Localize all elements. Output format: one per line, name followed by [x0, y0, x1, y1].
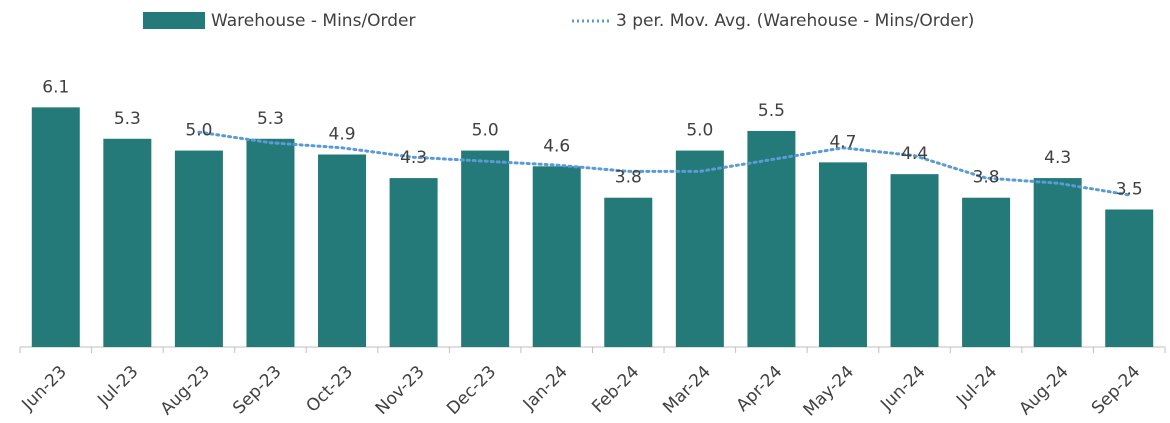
- data-label: 3.5: [1116, 180, 1143, 200]
- bar: [818, 162, 867, 347]
- data-label: 6.1: [42, 77, 69, 97]
- x-tick-label: Nov-23: [372, 362, 429, 419]
- data-label: 5.0: [185, 121, 212, 141]
- data-label: 5.5: [758, 101, 785, 121]
- x-tick-label: Mar-24: [659, 362, 715, 418]
- legend-label: 3 per. Mov. Avg. (Warehouse - Mins/Order…: [616, 11, 974, 31]
- bar: [31, 107, 80, 347]
- bar: [318, 154, 367, 347]
- x-tick-label: Jun-23: [18, 362, 71, 415]
- bar: [174, 150, 223, 347]
- x-tick-label: May-24: [800, 362, 858, 420]
- bar: [962, 197, 1011, 347]
- x-tick-label: Aug-24: [1015, 362, 1072, 419]
- data-label: 4.7: [829, 132, 856, 152]
- bar: [747, 130, 796, 347]
- bar: [389, 178, 438, 347]
- x-tick-label: Jul-24: [952, 362, 1001, 411]
- data-label: 5.0: [472, 121, 499, 141]
- x-tick-label: Sep-24: [1088, 362, 1144, 418]
- bar: [103, 138, 152, 347]
- x-tick-label: Jan-24: [519, 362, 572, 415]
- x-tick-label: Oct-23: [303, 362, 358, 417]
- data-label: 5.3: [114, 109, 141, 129]
- bar: [461, 150, 510, 347]
- bar: [604, 197, 653, 347]
- x-tick-label: Aug-23: [157, 362, 214, 419]
- data-label: 4.4: [901, 144, 928, 164]
- legend-label: Warehouse - Mins/Order: [211, 11, 415, 31]
- moving-average-line: [197, 130, 1131, 197]
- data-label: 5.0: [686, 121, 713, 141]
- data-label: 5.3: [257, 109, 284, 129]
- data-label: 3.8: [973, 168, 1000, 188]
- data-label: 4.3: [400, 148, 427, 168]
- x-tick-label: Apr-24: [733, 362, 787, 416]
- data-label: 4.6: [543, 136, 570, 156]
- bar: [675, 150, 724, 347]
- x-tick-label: Jul-23: [93, 362, 142, 411]
- bar: [1033, 178, 1082, 347]
- legend-swatch: [143, 12, 205, 29]
- data-label: 4.9: [329, 125, 356, 145]
- x-tick-label: Sep-23: [229, 362, 285, 418]
- x-tick-label: Dec-23: [443, 362, 500, 419]
- bar: [1105, 209, 1154, 347]
- data-label: 4.3: [1044, 148, 1071, 168]
- bar: [890, 174, 939, 347]
- bar: [532, 166, 581, 347]
- x-tick-label: Feb-24: [588, 362, 643, 417]
- bar: [246, 138, 295, 347]
- data-label: 3.8: [615, 168, 642, 188]
- legend: Warehouse - Mins/Order 3 per. Mov. Avg. …: [143, 11, 974, 31]
- x-tick-label: Jun-24: [876, 362, 929, 415]
